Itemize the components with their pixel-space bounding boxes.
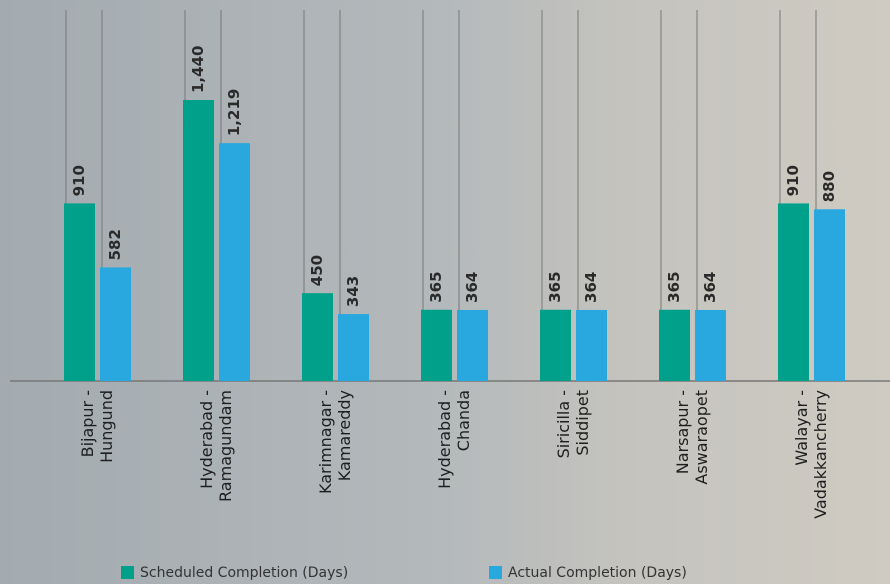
- bar: [695, 309, 726, 381]
- value-label: 1,219: [225, 89, 243, 136]
- category-label: Chanda: [454, 390, 473, 451]
- category-label: Siricilla -: [554, 390, 573, 458]
- value-label: 343: [344, 276, 362, 307]
- bar: [814, 209, 845, 381]
- value-label: 365: [665, 271, 683, 302]
- legend-label: Actual Completion (Days): [508, 565, 687, 581]
- value-label: 582: [106, 229, 124, 260]
- category-label: Hungund: [97, 390, 116, 463]
- category-label: Walayar -: [792, 390, 811, 466]
- category-label: Siddipet: [573, 390, 592, 456]
- category-label: Hyderabad -: [197, 390, 216, 489]
- category-label: Narsapur -: [673, 390, 692, 474]
- value-label: 1,440: [189, 46, 207, 93]
- bar: [778, 203, 809, 381]
- category-label: Karimnagar -: [316, 390, 335, 494]
- bar: [540, 309, 571, 381]
- bar: [421, 309, 452, 381]
- category-label: Vadakkancherry: [811, 390, 830, 519]
- category-label: Hyderabad -: [435, 390, 454, 489]
- category-label: Aswaraopet: [692, 390, 711, 485]
- value-label: 365: [427, 271, 445, 302]
- bar: [576, 309, 607, 381]
- bar: [659, 309, 690, 381]
- legend-label: Scheduled Completion (Days): [140, 565, 348, 581]
- category-label: Kamareddy: [335, 390, 354, 481]
- bar: [338, 314, 369, 381]
- bar: [100, 267, 131, 381]
- value-label: 450: [308, 255, 326, 286]
- value-label: 910: [784, 165, 802, 196]
- category-label: Bijapur -: [78, 390, 97, 457]
- legend-swatch: [489, 566, 502, 579]
- value-label: 910: [70, 165, 88, 196]
- legend-swatch: [121, 566, 134, 579]
- bar: [64, 203, 95, 381]
- value-label: 364: [701, 272, 719, 303]
- bar: [219, 143, 250, 381]
- bar: [457, 309, 488, 381]
- value-label: 880: [820, 171, 838, 202]
- value-label: 364: [463, 272, 481, 303]
- value-label: 365: [546, 271, 564, 302]
- value-label: 364: [582, 272, 600, 303]
- bar: [302, 293, 333, 381]
- category-label: Ramagundam: [216, 390, 235, 502]
- bar: [183, 100, 214, 381]
